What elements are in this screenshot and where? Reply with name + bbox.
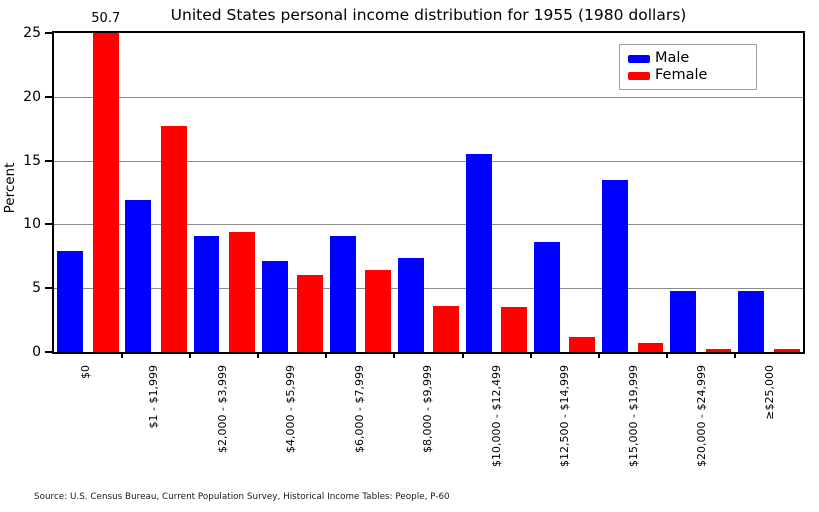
x-tick-label: $10,000 - $12,499	[489, 365, 503, 467]
bar-group	[326, 33, 394, 352]
x-label-cell: $2,000 - $3,999	[189, 365, 257, 467]
bar-group	[735, 33, 803, 352]
male-bar	[57, 251, 84, 352]
x-tick	[529, 352, 532, 358]
x-tick	[461, 352, 464, 358]
y-tick-label: 10	[23, 216, 41, 233]
female-bar	[637, 343, 664, 352]
x-label-cell: $8,000 - $9,999	[394, 365, 462, 467]
bar-group	[190, 33, 258, 352]
y-tick-label: 20	[23, 88, 41, 105]
source-note: Source: U.S. Census Bureau, Current Popu…	[34, 492, 450, 502]
gridline	[54, 224, 803, 226]
female-bar	[433, 306, 460, 352]
male-bar	[602, 179, 628, 352]
male-bar	[465, 154, 492, 352]
male-swatch-icon	[628, 54, 650, 63]
x-tick	[189, 352, 192, 358]
x-label-cell: $20,000 - $24,999	[668, 365, 736, 467]
male-bar	[738, 290, 765, 352]
female-bar	[160, 126, 187, 352]
female-bar	[501, 307, 528, 352]
y-tick	[45, 223, 52, 226]
x-tick-label: $8,000 - $9,999	[421, 365, 435, 453]
female-bar	[569, 336, 596, 352]
x-label-cell: ≥$25,000	[737, 365, 805, 467]
bar-group	[599, 33, 667, 352]
x-tick	[733, 352, 736, 358]
bar-group	[54, 33, 122, 352]
male-bar	[397, 257, 424, 352]
female-bar	[365, 270, 392, 352]
x-tick	[665, 352, 668, 358]
plot-area: 0 5 10 15 20 25 50.7 Male Female	[23, 11, 805, 359]
bar-group	[394, 33, 462, 352]
x-tick	[257, 352, 260, 358]
y-tick	[45, 95, 52, 98]
x-label-cell: $10,000 - $12,499	[463, 365, 531, 467]
x-tick	[597, 352, 600, 358]
x-tick	[325, 352, 328, 358]
y-tick-label: 5	[32, 280, 41, 297]
male-bar	[329, 235, 356, 352]
bar-group	[122, 33, 190, 352]
x-tick-label: $0	[78, 365, 92, 379]
y-tick	[45, 287, 52, 290]
gridline	[54, 288, 803, 290]
y-tick	[45, 351, 52, 353]
male-bar	[261, 261, 288, 352]
gridline	[54, 160, 803, 162]
y-axis-label: Percent	[2, 162, 18, 214]
x-tick-label: $20,000 - $24,999	[694, 365, 708, 467]
female-bar	[228, 232, 255, 352]
x-label-cell: $1 - $1,999	[120, 365, 188, 467]
female-bar	[705, 349, 732, 352]
bar-group	[667, 33, 735, 352]
male-bar	[125, 200, 152, 352]
legend-item-female: Female	[628, 67, 748, 84]
x-label-cell: $15,000 - $19,999	[600, 365, 668, 467]
y-tick	[45, 159, 52, 162]
y-tick	[45, 32, 52, 34]
bar-group	[258, 33, 326, 352]
bar-group	[531, 33, 599, 352]
peak-value-annotation: 50.7	[91, 11, 121, 26]
x-label-cell: $4,000 - $5,999	[257, 365, 325, 467]
x-tick-label: $15,000 - $19,999	[626, 365, 640, 467]
male-bar	[534, 242, 560, 352]
x-label-cell: $0	[52, 365, 120, 467]
female-bar	[773, 349, 800, 352]
chart-title: United States personal income distributi…	[170, 6, 687, 24]
x-tick-label: $1 - $1,999	[147, 365, 161, 429]
y-tick-label: 15	[23, 152, 41, 169]
x-tick-label: $12,500 - $14,999	[558, 365, 572, 467]
y-tick-label: 0	[32, 344, 41, 360]
legend-label: Female	[655, 67, 708, 84]
legend-item-male: Male	[628, 50, 748, 67]
male-bar	[670, 290, 697, 352]
legend: Male Female	[619, 44, 757, 90]
bar-group	[463, 33, 531, 352]
x-tick-label: ≥$25,000	[763, 365, 777, 420]
female-bar	[92, 33, 119, 352]
x-tick-label: $6,000 - $7,999	[352, 365, 366, 453]
x-tick	[121, 352, 124, 358]
female-swatch-icon	[628, 71, 650, 80]
y-tick-label: 25	[23, 25, 41, 41]
x-label-cell: $6,000 - $7,999	[326, 365, 394, 467]
x-tick-label: $2,000 - $3,999	[215, 365, 229, 453]
x-tick-label: $4,000 - $5,999	[284, 365, 298, 453]
male-bar	[193, 235, 220, 352]
x-tick	[393, 352, 396, 358]
x-axis-labels: $0 $1 - $1,999 $2,000 - $3,999 $4,000 - $5,…	[52, 365, 805, 467]
gridline	[54, 96, 803, 98]
legend-label: Male	[655, 50, 690, 67]
x-label-cell: $12,500 - $14,999	[531, 365, 599, 467]
female-bar	[297, 275, 323, 352]
